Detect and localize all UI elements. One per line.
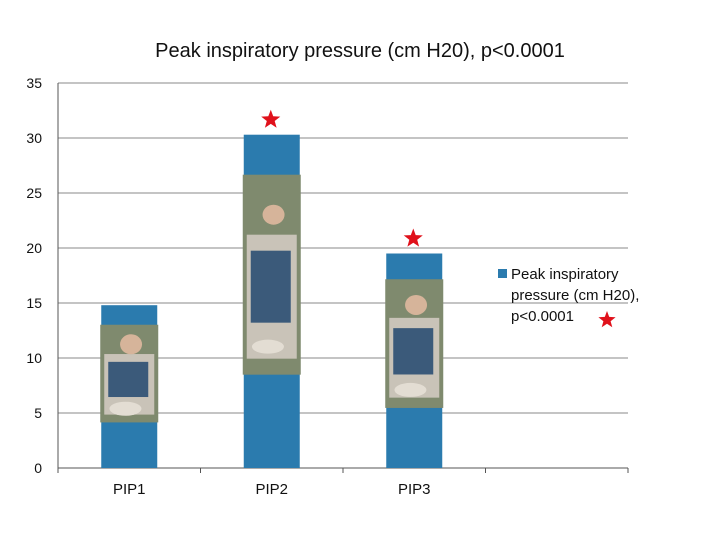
- y-tick-label: 20: [26, 240, 42, 256]
- infant-in-cast-photo: [242, 174, 301, 375]
- infant-in-cast-photo: [385, 279, 444, 408]
- x-tick-label: PIP2: [255, 481, 288, 498]
- y-tick-label: 25: [26, 185, 42, 201]
- infant-in-cast-photo: [100, 324, 159, 423]
- y-tick-label: 15: [26, 295, 42, 311]
- y-tick-label: 30: [26, 130, 42, 146]
- legend-label: Peak inspiratory pressure (cm H20), p<0.…: [511, 266, 640, 325]
- x-tick-label: PIP3: [398, 481, 431, 498]
- legend-star-icon: [598, 311, 616, 328]
- y-tick-label: 0: [34, 460, 42, 476]
- chart-title: Peak inspiratory pressure (cm H20), p<0.…: [155, 40, 565, 62]
- y-tick-label: 35: [26, 75, 42, 91]
- x-tick-label: PIP1: [113, 481, 146, 498]
- y-tick-label: 5: [34, 405, 42, 421]
- legend-swatch: [498, 269, 507, 278]
- significance-star-icon: [403, 228, 423, 247]
- significance-star-icon: [261, 109, 281, 128]
- y-tick-label: 10: [26, 350, 42, 366]
